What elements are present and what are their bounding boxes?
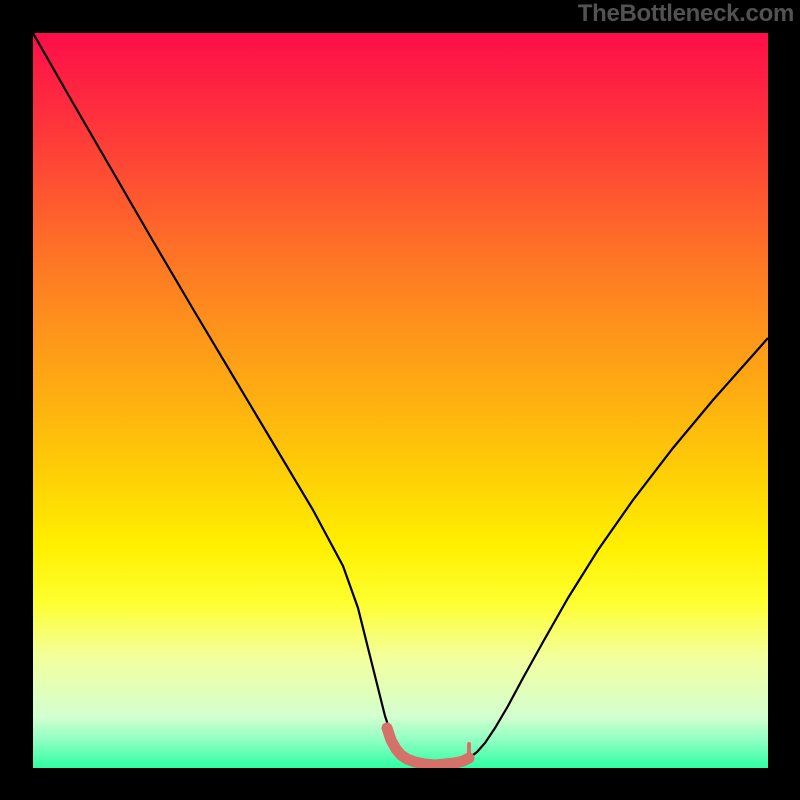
optimal-range-marker [387, 728, 469, 765]
bottleneck-curve [33, 33, 768, 765]
bottleneck-chart: TheBottleneck.com [0, 0, 800, 800]
curve-layer [33, 33, 768, 768]
plot-area [33, 33, 768, 768]
watermark-text: TheBottleneck.com [578, 0, 794, 28]
